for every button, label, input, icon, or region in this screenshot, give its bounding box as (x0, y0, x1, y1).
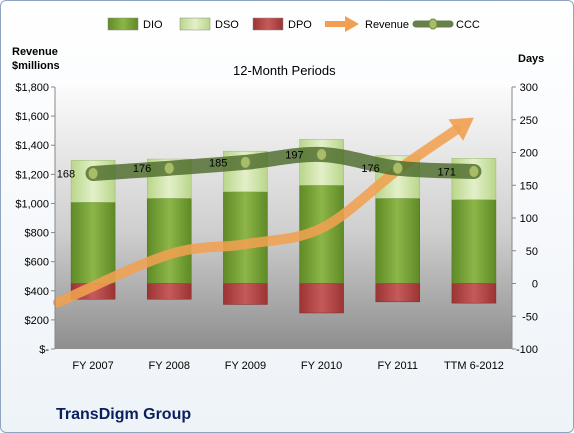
revenue-arrowhead (448, 117, 474, 141)
company-name: TransDigm Group (56, 406, 192, 423)
legend-label-dio: DIO (143, 19, 163, 31)
left-tick-label: $1,600 (15, 111, 49, 123)
ccc-data-label: 197 (285, 149, 303, 161)
ccc-marker (468, 164, 480, 178)
right-tick-label: 250 (520, 115, 538, 127)
legend-label-revenue: Revenue (365, 19, 409, 31)
right-tick-label: -50 (522, 311, 538, 323)
left-tick-label: $200 (25, 315, 49, 327)
left-tick-label: $800 (25, 228, 49, 240)
bar-dio (451, 199, 497, 284)
ccc-marker (87, 166, 99, 180)
ccc-data-label: 171 (438, 166, 456, 178)
legend-marker-ccc (428, 18, 438, 30)
bar-dpo (147, 283, 192, 300)
ccc-data-label: 185 (209, 157, 227, 169)
right-tick-label: 300 (520, 82, 538, 94)
bar-dpo (451, 283, 497, 304)
legend-swatch-dpo (252, 17, 284, 31)
legend-swatch-dso (179, 17, 211, 31)
x-tick-label: TTM 6-2012 (444, 360, 504, 372)
ccc-line (85, 146, 482, 181)
right-tick-label: 150 (520, 180, 538, 192)
plot-area (55, 87, 512, 349)
x-tick-label: FY 2008 (149, 360, 190, 372)
left-tick-label: $1,000 (15, 198, 49, 210)
right-tick-label: 100 (520, 213, 538, 225)
ccc-marker (163, 161, 175, 175)
x-tick-label: FY 2011 (377, 360, 418, 372)
x-tick-label: FY 2007 (72, 360, 113, 372)
right-tick-label: 50 (526, 246, 538, 258)
bar-dpo (375, 283, 420, 303)
x-tick-label: FY 2010 (301, 360, 342, 372)
legend-arrow-revenue (345, 16, 359, 32)
bar-dio (147, 198, 192, 284)
ccc-marker (239, 155, 251, 169)
left-axis-title: Revenue $millions (12, 46, 60, 72)
right-axis-title: Days (518, 53, 545, 65)
left-tick-label: $1,800 (15, 82, 49, 94)
left-tick-label: $- (39, 344, 49, 356)
legend-label-ccc: CCC (456, 19, 480, 31)
legend-label-dpo: DPO (288, 19, 312, 31)
bar-dpo (223, 283, 268, 305)
left-tick-label: $1,400 (15, 140, 49, 152)
legend-label-dso: DSO (215, 19, 239, 31)
left-tick-label: $600 (25, 257, 49, 269)
ccc-data-label: 168 (57, 168, 75, 180)
chart-subtitle: 12-Month Periods (233, 63, 336, 78)
right-tick-label: -100 (516, 344, 538, 356)
bar-dio (70, 202, 116, 284)
ccc-marker (392, 161, 404, 175)
ccc-marker (316, 147, 328, 161)
ccc-data-label: 176 (361, 163, 379, 175)
x-tick-label: FY 2009 (225, 360, 266, 372)
ccc-data-label: 176 (133, 163, 151, 175)
left-tick-label: $1,200 (15, 169, 49, 181)
legend-swatch-dio (107, 17, 139, 31)
left-tick-label: $400 (25, 286, 49, 298)
bar-dio (375, 198, 420, 284)
bar-dpo (299, 283, 344, 314)
right-tick-label: 200 (520, 148, 538, 160)
right-tick-label: 0 (532, 279, 538, 291)
